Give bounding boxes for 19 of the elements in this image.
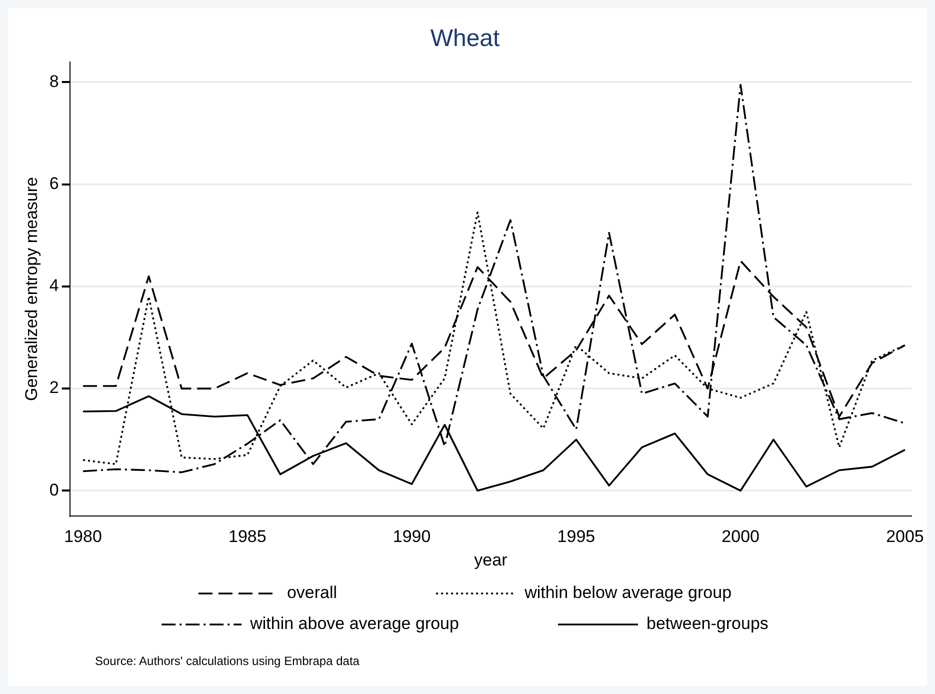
y-tick-label: 0 <box>49 480 59 500</box>
legend-label: between-groups <box>646 614 768 634</box>
y-tick-label: 6 <box>49 174 59 194</box>
source-note: Source: Authors' calculations using Embrapa data <box>95 654 360 668</box>
x-tick-label: 1990 <box>392 527 431 546</box>
x-tick-label: 1980 <box>64 527 102 546</box>
x-tick-label: 1985 <box>228 527 266 546</box>
x-tick-label: 2005 <box>886 527 924 546</box>
legend-label: overall <box>286 583 422 602</box>
y-tick-label: 2 <box>49 378 59 398</box>
x-tick-label: 2000 <box>722 527 760 546</box>
y-axis-title: Generalized entropy measure <box>22 177 41 401</box>
legend-label: within above average group <box>249 614 544 634</box>
x-axis-title: year <box>474 550 508 570</box>
legend-label: within below average group <box>524 583 732 602</box>
y-tick-label: 8 <box>49 72 59 91</box>
y-tick-label: 4 <box>49 276 59 296</box>
x-tick-label: 1995 <box>557 527 596 546</box>
chart-title: Wheat <box>430 25 500 52</box>
